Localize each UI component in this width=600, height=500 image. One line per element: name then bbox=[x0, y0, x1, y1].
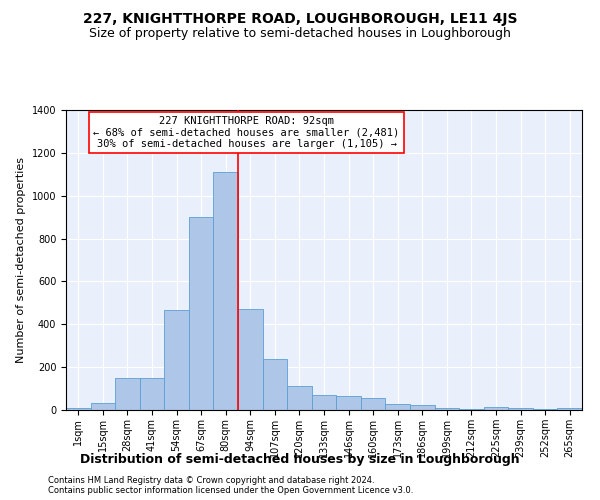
Bar bbox=[410, 406, 434, 410]
Text: 227, KNIGHTTHORPE ROAD, LOUGHBOROUGH, LE11 4JS: 227, KNIGHTTHORPE ROAD, LOUGHBOROUGH, LE… bbox=[83, 12, 517, 26]
Bar bbox=[140, 378, 164, 410]
Bar bbox=[459, 409, 484, 410]
Text: 227 KNIGHTTHORPE ROAD: 92sqm
← 68% of semi-detached houses are smaller (2,481)
3: 227 KNIGHTTHORPE ROAD: 92sqm ← 68% of se… bbox=[94, 116, 400, 149]
Bar bbox=[557, 408, 582, 410]
Bar bbox=[238, 310, 263, 410]
Bar bbox=[434, 408, 459, 410]
Text: Distribution of semi-detached houses by size in Loughborough: Distribution of semi-detached houses by … bbox=[80, 452, 520, 466]
Bar bbox=[66, 408, 91, 410]
Bar bbox=[164, 310, 189, 410]
Bar bbox=[287, 386, 312, 410]
Bar bbox=[361, 398, 385, 410]
Bar bbox=[533, 409, 557, 410]
Text: Size of property relative to semi-detached houses in Loughborough: Size of property relative to semi-detach… bbox=[89, 28, 511, 40]
Bar bbox=[214, 172, 238, 410]
Bar bbox=[508, 408, 533, 410]
Bar bbox=[484, 407, 508, 410]
Bar bbox=[385, 404, 410, 410]
Y-axis label: Number of semi-detached properties: Number of semi-detached properties bbox=[16, 157, 26, 363]
Text: Contains HM Land Registry data © Crown copyright and database right 2024.: Contains HM Land Registry data © Crown c… bbox=[48, 476, 374, 485]
Text: Contains public sector information licensed under the Open Government Licence v3: Contains public sector information licen… bbox=[48, 486, 413, 495]
Bar bbox=[263, 358, 287, 410]
Bar bbox=[115, 378, 140, 410]
Bar bbox=[189, 217, 214, 410]
Bar bbox=[312, 395, 336, 410]
Bar bbox=[336, 396, 361, 410]
Bar bbox=[91, 402, 115, 410]
